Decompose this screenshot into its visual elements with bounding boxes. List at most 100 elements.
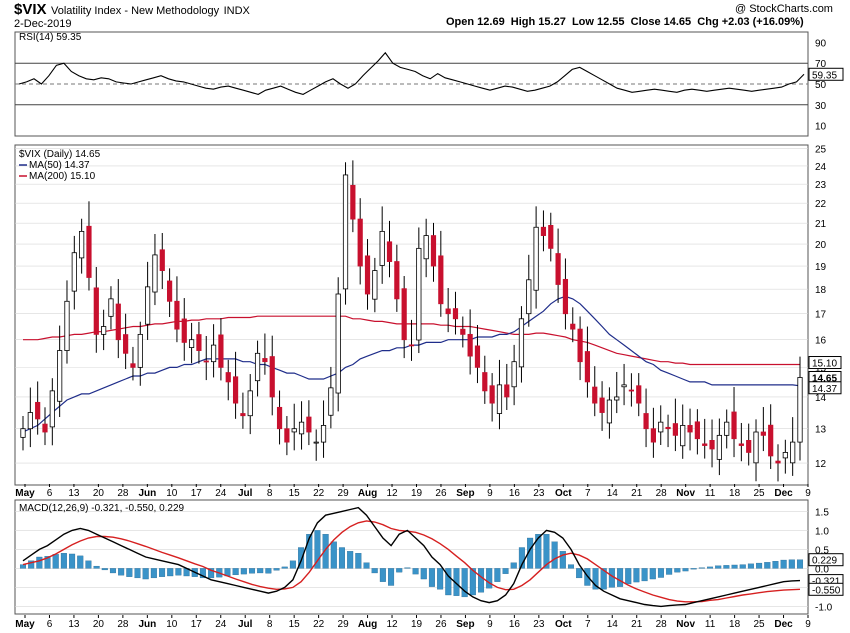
candle-body [225,372,231,383]
macd-histogram-bar [36,556,43,569]
x-tick-label: May [15,619,35,630]
x-tick-label: Sep [456,488,474,499]
x-tick-label: 13 [68,619,80,630]
macd-histogram-bar [682,568,689,572]
macd-histogram-bar [77,555,84,569]
rsi-tick-label: 70 [815,59,827,70]
candle-body [218,334,224,368]
x-tick-label: 18 [729,619,741,630]
exchange-label: INDX [223,5,250,17]
macd-last-value: -0.321 [812,577,841,588]
macd-histogram-bar [551,541,558,569]
macd-legend: MACD(12,26,9) -0.321, -0.550, 0.229 [19,503,185,514]
candle-body [35,401,41,420]
macd-histogram-bar [330,541,337,569]
ma200-legend: MA(200) 15.10 [29,171,96,182]
macd-histogram-bar [657,568,664,578]
candle-body [108,298,114,317]
macd-histogram-bar [289,560,296,569]
price-last-value: 14.37 [812,384,837,395]
candle-body [438,255,444,305]
candle-body [577,328,583,363]
candle-body [57,350,63,402]
macd-histogram-bar [412,568,419,575]
chart-date: 2-Dec-2019 [14,18,72,30]
macd-histogram-bar [780,559,787,569]
candle-body [672,423,678,436]
price-tick-label: 14 [815,393,827,404]
macd-histogram-bar [715,565,722,569]
macd-histogram-bar [764,562,771,569]
x-tick-label: 28 [117,488,129,499]
candle-body [643,413,649,430]
macd-histogram-bar [666,568,673,575]
chart-header: $VIX Volatility Index - New Methodology … [14,1,250,19]
candle-body [504,384,510,398]
rsi-legend: RSI(14) 59.35 [19,32,82,43]
macd-histogram-bar [175,568,182,576]
macd-histogram-bar [502,568,509,574]
macd-histogram-bar [118,568,125,576]
macd-histogram-bar [698,567,705,569]
candle-body [298,421,305,435]
candle-body [240,413,246,417]
x-tick-label: 20 [93,488,105,499]
macd-histogram-bar [723,565,730,569]
macd-histogram-bar [690,568,697,570]
x-tick-label: 8 [267,488,273,499]
x-tick-label: 9 [487,488,493,499]
candle-body [372,270,378,300]
x-tick-label: 21 [631,619,643,630]
candle-body [320,425,327,443]
candle-body [570,323,576,330]
x-tick-label: Jul [238,488,253,499]
macd-histogram-bar [747,563,754,569]
macd-histogram-bar [85,560,92,569]
candle-body [584,351,591,383]
macd-histogram-bar [388,568,395,586]
candle-body [790,441,796,464]
x-tick-label: 9 [487,619,493,630]
macd-histogram-bar [347,551,354,569]
macd-histogram-bar [134,568,141,579]
candle-body [474,345,481,368]
x-tick-label: 26 [435,619,447,630]
macd-histogram-bar [142,568,149,580]
macd-histogram-bar [576,568,583,579]
candle-body [694,421,700,440]
price-last-box [808,381,842,395]
macd-histogram-bar [355,553,362,569]
macd-tick-label: 1.5 [815,507,829,518]
rsi-tick-label: 50 [815,80,827,91]
macd-tick-label: 0.0 [815,564,829,575]
candle-body [291,428,297,433]
macd-histogram-bar [461,568,468,598]
x-tick-label: 25 [754,619,766,630]
candle-body [328,387,334,416]
macd-histogram-bar [674,568,681,573]
candle-body [254,352,261,382]
candle-body [614,396,620,401]
macd-histogram-bar [60,553,67,569]
candle-body [196,334,202,351]
x-tick-label: 29 [338,619,350,630]
x-tick-label: 6 [47,488,53,499]
candle-body [313,441,319,444]
x-tick-label: Oct [555,619,572,630]
macd-histogram-bar [273,568,280,571]
macd-histogram-bar [567,564,575,569]
price-tick-label: 12 [815,459,827,470]
candle-body [555,253,561,285]
candle-body [768,424,774,457]
price-last-value: 15.10 [812,359,837,370]
macd-histogram-bar [707,566,714,569]
macd-tick-label: 1.0 [815,526,829,537]
candle-body [482,372,488,392]
candle-body [592,386,598,404]
price-tick-label: 19 [815,262,827,273]
macd-histogram-bar [167,568,174,577]
candle-body [101,326,107,335]
candle-body [335,293,341,394]
macd-histogram-bar [559,551,566,569]
